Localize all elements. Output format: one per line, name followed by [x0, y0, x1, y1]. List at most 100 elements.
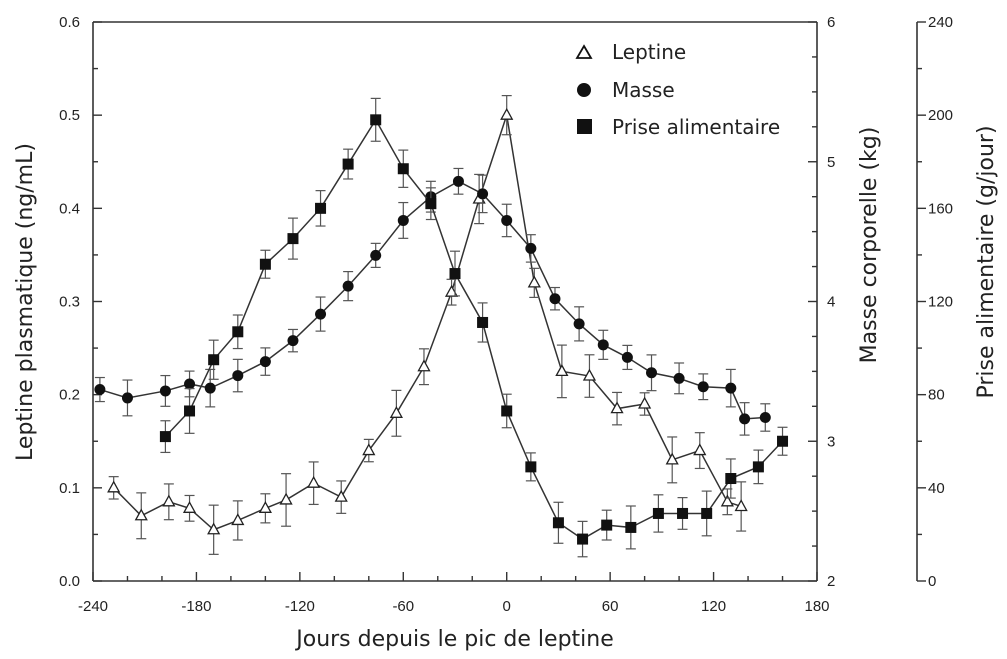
data-point: [425, 198, 437, 210]
series-line: [99, 180, 766, 420]
data-point: [759, 411, 771, 423]
right-y-tick-label: 0: [928, 573, 936, 590]
data-point: [777, 435, 789, 447]
data-point: [500, 107, 514, 120]
data-point: [673, 372, 685, 384]
data-point: [501, 214, 513, 226]
data-point: [597, 339, 609, 351]
series-line: [164, 118, 784, 540]
data-point: [739, 413, 751, 425]
data-point: [362, 443, 376, 456]
data-point: [527, 275, 541, 288]
data-point: [449, 268, 461, 280]
data-point: [184, 405, 196, 417]
data-point: [397, 214, 409, 226]
data-point: [258, 500, 272, 513]
middle-y-tick-label: 3: [827, 433, 835, 450]
data-point: [389, 405, 403, 418]
data-point: [162, 494, 176, 507]
legend: Leptine Masse Prise alimentaire: [575, 40, 780, 139]
middle-y-tick-label: 5: [827, 154, 835, 171]
data-point: [601, 519, 613, 531]
data-point: [477, 188, 489, 200]
data-point: [549, 293, 561, 305]
data-point: [477, 316, 489, 328]
left-y-tick-label: 0.0: [59, 573, 80, 590]
data-point: [207, 522, 221, 535]
left-y-tick-label: 0.4: [59, 200, 80, 217]
data-point: [525, 242, 537, 254]
data-point: [287, 335, 299, 347]
data-point: [610, 401, 624, 414]
x-tick-label: -240: [78, 598, 108, 615]
data-point: [582, 368, 597, 381]
data-point: [701, 507, 713, 519]
legend-square-icon: [577, 119, 592, 134]
x-tick-label: -120: [285, 598, 315, 615]
data-point: [555, 364, 569, 377]
plot-frame: [92, 21, 918, 582]
data-point: [259, 258, 271, 270]
data-point: [552, 517, 564, 529]
right-y-tick-label: 120: [928, 294, 953, 311]
series-masse: [94, 167, 771, 436]
data-point: [638, 396, 652, 409]
legend-circle-icon: [577, 83, 591, 97]
legend-label-prise: Prise alimentaire: [612, 115, 780, 139]
data-point: [121, 392, 133, 404]
data-point: [725, 382, 737, 394]
data-point: [697, 381, 709, 393]
data-point: [370, 114, 382, 126]
right-y-tick-label: 200: [928, 107, 953, 124]
middle-y-tick-label: 4: [827, 294, 835, 311]
data-point: [342, 280, 354, 292]
series-line: [113, 114, 742, 531]
data-point: [184, 378, 196, 390]
data-point: [646, 367, 658, 379]
data-point: [182, 500, 197, 513]
left-y-axis-title: Leptine plasmatique (ng/mL): [13, 143, 38, 461]
data-point: [417, 359, 431, 372]
x-tick-label: -180: [181, 598, 211, 615]
x-tick-label: 120: [701, 598, 726, 615]
series-prise-alimentaire: [159, 97, 789, 558]
data-point: [315, 202, 327, 214]
data-point: [279, 492, 293, 505]
legend-label-leptine: Leptine: [612, 40, 686, 64]
left-y-tick-label: 0.2: [59, 387, 80, 404]
right-y-tick-label: 80: [928, 387, 945, 404]
data-point: [208, 354, 220, 366]
legend-triangle-icon: [575, 44, 593, 59]
right-y-tick-label: 240: [928, 14, 953, 31]
tick-marks: [92, 21, 926, 582]
data-point: [677, 507, 689, 519]
data-point: [752, 461, 764, 473]
data-point: [259, 356, 271, 368]
middle-y-tick-label: 6: [827, 14, 835, 31]
data-point: [307, 475, 321, 488]
x-tick-label: 0: [503, 598, 511, 615]
tick-labels: -240 -180 -120 -60 0 60 120 1800.00.10.20.30.40…: [59, 14, 953, 615]
right-y-tick-label: 160: [928, 200, 953, 217]
data-point: [734, 499, 748, 512]
data-point: [204, 382, 216, 394]
x-tick-label: 60: [602, 598, 619, 615]
x-tick-label: -60: [392, 598, 414, 615]
left-y-tick-label: 0.6: [59, 14, 80, 31]
middle-y-tick-label: 2: [827, 573, 835, 590]
data-point: [159, 385, 171, 397]
left-y-tick-label: 0.3: [59, 294, 80, 311]
data-point: [625, 521, 637, 533]
data-point: [370, 249, 382, 261]
right-y-tick-label: 40: [928, 480, 945, 497]
data-point: [725, 473, 737, 485]
data-point: [107, 480, 121, 493]
data-point: [94, 384, 106, 396]
legend-label-masse: Masse: [612, 78, 675, 102]
data-point: [501, 405, 513, 417]
data-point: [231, 513, 245, 526]
data-point: [397, 163, 409, 175]
data-point: [232, 326, 244, 338]
data-point: [525, 461, 537, 473]
data-point: [159, 431, 171, 443]
